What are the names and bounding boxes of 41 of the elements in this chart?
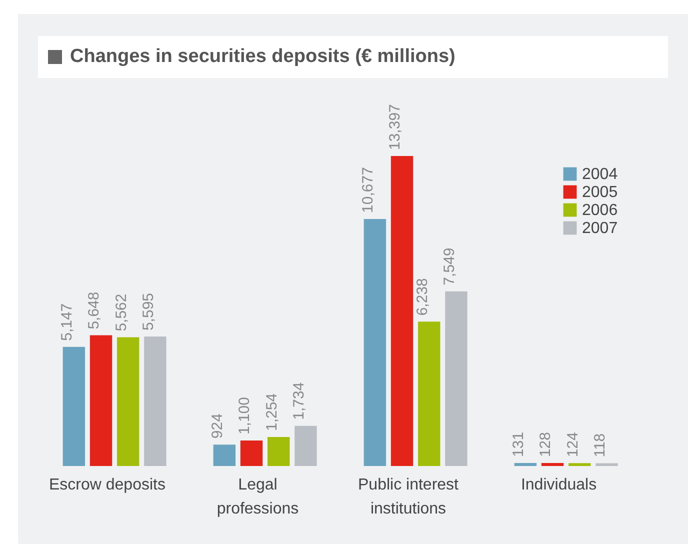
x-tick-label: Legal professions <box>216 476 299 518</box>
data-label: 5,562 <box>112 294 130 332</box>
x-tick-label: Escrow deposits <box>48 476 166 494</box>
data-label: 5,595 <box>140 292 157 331</box>
data-label: 924 <box>209 414 226 439</box>
data-label: 1,254 <box>263 393 280 431</box>
bar <box>541 463 564 466</box>
bar <box>116 337 140 466</box>
data-label: 5,147 <box>58 303 76 341</box>
bar <box>213 444 236 466</box>
bar <box>445 291 468 466</box>
data-label: 1,734 <box>290 382 308 420</box>
bar <box>390 156 414 466</box>
data-label: 10,677 <box>360 167 377 213</box>
data-label: 5,648 <box>86 292 103 330</box>
bar <box>514 462 537 466</box>
data-label: 7,549 <box>440 248 458 286</box>
bar <box>294 426 317 466</box>
legend-label: 2007 <box>582 220 618 237</box>
x-tick-label: Individuals <box>520 476 597 494</box>
bar <box>268 436 290 466</box>
bar <box>418 322 440 466</box>
chart-title: Changes in securities deposits (€ millions) <box>70 46 456 68</box>
data-label: 6,238 <box>414 278 431 316</box>
legend-label: 2006 <box>582 202 618 219</box>
data-label: 13,397 <box>386 104 404 150</box>
bar <box>90 335 112 466</box>
data-label: 118 <box>591 433 608 458</box>
x-tick-label: Public interest institutions <box>358 476 460 518</box>
bar <box>596 463 618 466</box>
bar <box>144 336 166 466</box>
bar <box>364 218 386 466</box>
bar <box>62 346 86 466</box>
bar <box>568 463 591 466</box>
legend-label: 2004 <box>582 166 618 183</box>
data-label: 124 <box>564 432 582 458</box>
data-label: 131 <box>510 432 528 457</box>
data-label: 128 <box>537 432 554 458</box>
data-label: 1,100 <box>236 397 254 435</box>
bar <box>240 440 263 466</box>
legend-label: 2005 <box>582 184 618 201</box>
